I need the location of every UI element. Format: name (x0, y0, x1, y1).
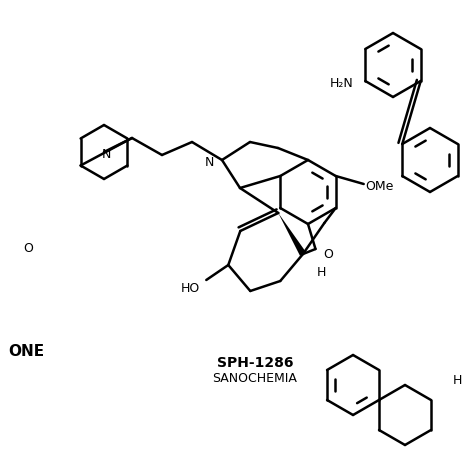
Text: H: H (453, 374, 462, 386)
Text: H₂N: H₂N (329, 76, 353, 90)
Text: HO: HO (181, 282, 200, 294)
Text: H: H (316, 265, 326, 279)
Text: SANOCHEMIA: SANOCHEMIA (212, 372, 298, 384)
Text: ONE: ONE (8, 345, 44, 359)
Text: O: O (323, 247, 333, 261)
Text: N: N (205, 155, 214, 168)
Text: N: N (101, 147, 111, 161)
Polygon shape (278, 213, 306, 256)
Text: OMe: OMe (365, 180, 394, 192)
Text: O: O (23, 241, 33, 255)
Text: SPH-1286: SPH-1286 (217, 356, 293, 370)
